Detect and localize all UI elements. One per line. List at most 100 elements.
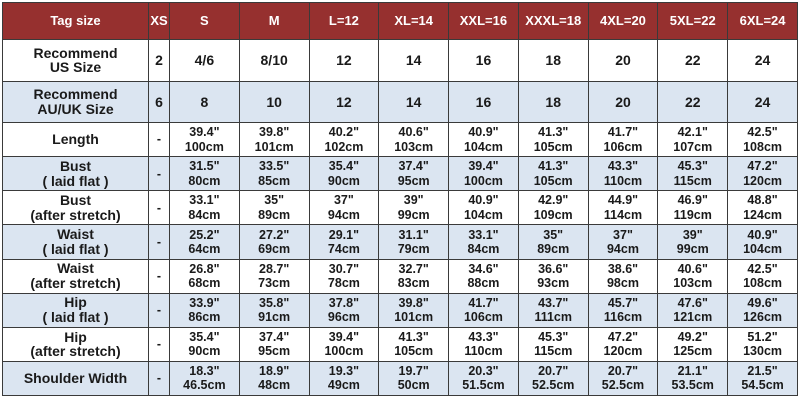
row-hip-laid-flat: Hip( laid flat ) -33.9" 86cm 35.8" 91cm 37.8"… xyxy=(2,292,798,328)
cell-value: 8/10 xyxy=(260,52,288,69)
cell-inches: 25.2" xyxy=(189,227,220,242)
cell-inches: 39" xyxy=(682,227,703,242)
row-label-bust-laid-flat: Bust( laid flat ) xyxy=(2,156,149,192)
cell-shoulder-width-xs: - xyxy=(148,360,170,397)
cell-cm: 90cm xyxy=(327,173,360,188)
cell-cm: 114cm xyxy=(603,207,643,222)
cell-inches: 27.2" xyxy=(259,227,290,242)
cell-cm: 94cm xyxy=(327,207,360,222)
cell-cm: 99cm xyxy=(676,241,709,256)
cell-au-uk-size-xl: 14 xyxy=(378,80,450,124)
row-label-line: Waist xyxy=(57,260,94,277)
cell-hip-laid-flat-6xl: 49.6" 126cm xyxy=(727,292,798,328)
cell-inches: 32.7" xyxy=(398,261,429,276)
row-label-us-size: Recommend US Size xyxy=(2,39,149,82)
cell-cm: 105cm xyxy=(533,139,573,154)
cell-us-size-xl: 14 xyxy=(378,39,450,82)
cell-inches: 33.1" xyxy=(189,193,220,208)
row-label-hip-after-stretch: Hip (after stretch) xyxy=(2,326,149,362)
cell-value: 16 xyxy=(475,93,492,110)
cell-inches: 38.6" xyxy=(607,261,639,276)
cell-inches: 35.4" xyxy=(189,329,220,344)
cell-cm: 120cm xyxy=(743,173,783,188)
header-cell-6xl: 6XL=24 xyxy=(727,2,798,40)
cell-value: 24 xyxy=(754,52,771,69)
row-waist-laid-flat: Waist( laid flat ) -25.2" 64cm 27.2" 69cm 29.… xyxy=(2,224,798,260)
cell-cm: 100cm xyxy=(324,344,364,359)
cell-inches: 40.6" xyxy=(398,125,429,140)
row-hip-after-stretch: Hip (after stretch) -35.4" 90cm 37.4" 95cm 39.… xyxy=(2,326,798,362)
cell-cm: 95cm xyxy=(397,173,430,188)
cell-bust-after-stretch-xl: 39" 99cm xyxy=(378,190,450,226)
cell-cm: 101cm xyxy=(254,139,294,154)
cell-bust-after-stretch-6xl: 48.8" 124cm xyxy=(727,190,798,226)
cell-inches: 39.4" xyxy=(468,159,499,174)
cell-au-uk-size-xs: 6 xyxy=(148,80,170,124)
cell-value: - xyxy=(156,337,162,352)
cell-cm: 120cm xyxy=(603,344,643,359)
cell-shoulder-width-xxxl: 20.7" 52.5cm xyxy=(517,360,589,397)
row-bust-after-stretch: Bust (after stretch) -33.1" 84cm 35" 89cm 37" 9… xyxy=(2,190,798,226)
cell-bust-after-stretch-xxl: 40.9" 104cm xyxy=(448,190,519,226)
cell-bust-laid-flat-s: 31.5" 80cm xyxy=(169,156,240,192)
cell-cm: 84cm xyxy=(188,207,221,222)
cell-length-xl: 40.6" 103cm xyxy=(378,122,450,158)
cell-inches: 21.1" xyxy=(677,364,708,379)
cell-cm: 95cm xyxy=(258,344,291,359)
cell-waist-laid-flat-4xl: 37" 94cm xyxy=(587,224,659,260)
cell-shoulder-width-m: 18.9" 48cm xyxy=(238,360,310,397)
cell-inches: 33.1" xyxy=(468,227,499,242)
cell-cm: 85cm xyxy=(258,173,291,188)
header-cell-s: S xyxy=(169,2,240,40)
header-cell-xxxl: XXXL=18 xyxy=(517,2,589,40)
cell-inches: 20.7" xyxy=(607,364,639,379)
cell-au-uk-size-6xl: 24 xyxy=(727,80,798,124)
cell-inches: 21.5" xyxy=(747,364,778,379)
cell-hip-laid-flat-s: 33.9" 86cm xyxy=(169,292,240,328)
cell-cm: 99cm xyxy=(397,207,430,222)
cell-bust-laid-flat-xxxl: 41.3" 105cm xyxy=(517,156,589,192)
cell-hip-laid-flat-xxxl: 43.7" 111cm xyxy=(517,292,589,328)
row-label-waist-after-stretch: Waist (after stretch) xyxy=(2,258,149,294)
cell-waist-after-stretch-6xl: 42.5" 108cm xyxy=(727,258,798,294)
cell-length-l: 40.2" 102cm xyxy=(308,122,380,158)
cell-inches: 18.9" xyxy=(259,364,290,379)
row-us-size: Recommend US Size 2 4/6 8/10 12 14 16 18 20 22 24 xyxy=(2,39,798,82)
row-label-au-uk-size: Recommend AU/UK Size xyxy=(2,80,149,124)
cell-value: 18 xyxy=(545,52,561,69)
cell-waist-after-stretch-5xl: 40.6" 103cm xyxy=(657,258,729,294)
cell-inches: 40.9" xyxy=(747,227,778,242)
cell-inches: 26.8" xyxy=(189,261,220,276)
cell-length-xs: - xyxy=(148,122,170,158)
cell-waist-after-stretch-4xl: 38.6" 98cm xyxy=(587,258,659,294)
cell-cm: 100cm xyxy=(463,173,503,188)
cell-cm: 103cm xyxy=(673,276,713,291)
cell-inches: 34.6" xyxy=(468,261,499,276)
cell-cm: 124cm xyxy=(743,207,783,222)
cell-inches: 40.6" xyxy=(677,261,708,276)
cell-au-uk-size-xxl: 16 xyxy=(448,80,519,124)
cell-inches: 20.7" xyxy=(538,364,569,379)
cell-cm: 73cm xyxy=(258,276,291,291)
cell-inches: 41.7" xyxy=(607,125,639,140)
cell-hip-laid-flat-m: 35.8" 91cm xyxy=(238,292,310,328)
cell-hip-after-stretch-5xl: 49.2" 125cm xyxy=(657,326,729,362)
cell-cm: 103cm xyxy=(394,139,434,154)
cell-au-uk-size-5xl: 22 xyxy=(657,80,729,124)
cell-cm: 93cm xyxy=(537,276,570,291)
cell-cm: 86cm xyxy=(188,310,221,325)
cell-cm: 119cm xyxy=(673,207,712,222)
cell-cm: 78cm xyxy=(327,276,360,291)
cell-cm: 54.5cm xyxy=(741,378,784,393)
cell-cm: 74cm xyxy=(327,241,360,256)
cell-us-size-5xl: 22 xyxy=(657,39,729,82)
row-shoulder-width: Shoulder Width -18.3" 46.5cm 18.9" 48cm 19.3"… xyxy=(2,360,798,397)
cell-inches: 39.8" xyxy=(259,125,290,140)
cell-value: 16 xyxy=(475,52,492,69)
cell-inches: 39.8" xyxy=(398,295,429,310)
cell-hip-after-stretch-6xl: 51.2" 130cm xyxy=(727,326,798,362)
cell-cm: 49cm xyxy=(327,378,360,393)
cell-inches: 31.1" xyxy=(398,227,429,242)
cell-cm: 111cm xyxy=(534,310,572,325)
cell-cm: 105cm xyxy=(394,344,434,359)
